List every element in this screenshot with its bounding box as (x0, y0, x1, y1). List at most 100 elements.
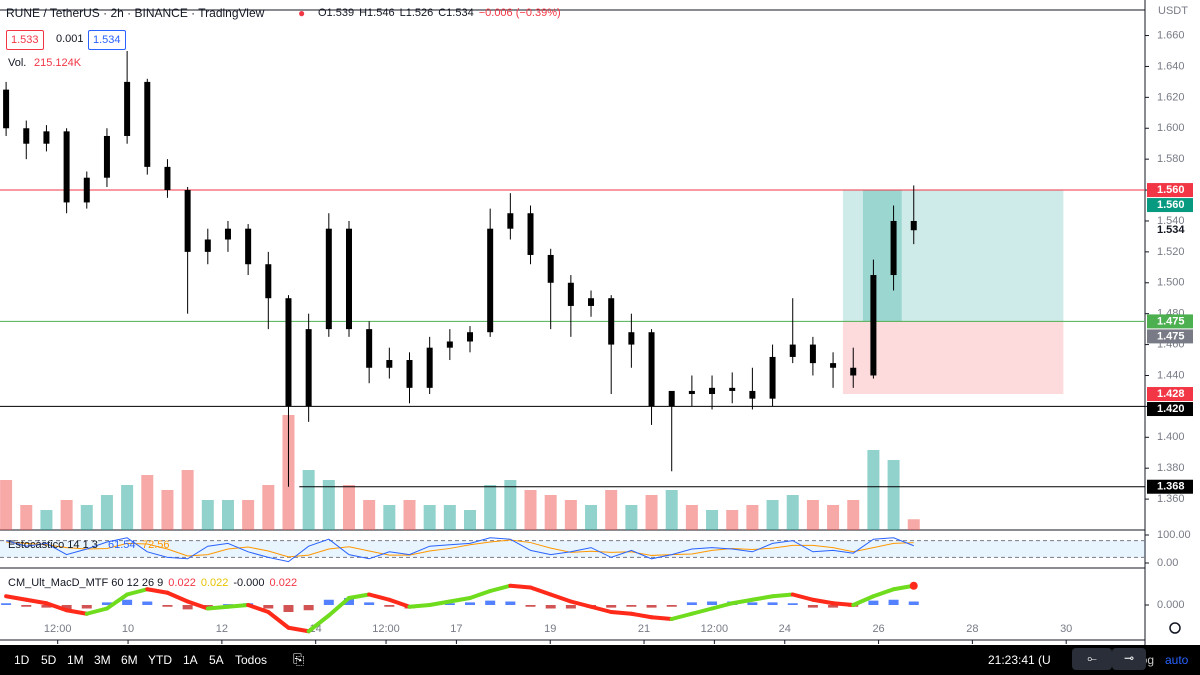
y-tick-label: 1.440 (1157, 369, 1185, 381)
volume-bar (827, 505, 840, 530)
range-button[interactable]: 6M (121, 653, 138, 667)
macd-line-segment (609, 610, 634, 616)
macd-hist-bar (868, 600, 879, 605)
macd-line-segment (750, 594, 775, 602)
last-price-label: 1.534 (1157, 224, 1185, 236)
macd-hist-bar (343, 598, 354, 605)
macd-line-segment (125, 587, 150, 597)
x-tick-label: 12:00 (44, 623, 72, 635)
candle-body (3, 89, 10, 129)
macd-line-segment (710, 601, 735, 611)
macd-line-segment (508, 583, 533, 590)
volume-bar (80, 505, 93, 530)
price-tag (1147, 329, 1193, 344)
x-tick-label: 12:00 (372, 623, 400, 635)
volume-bar (605, 490, 618, 530)
price-tag (1147, 198, 1193, 213)
macd-line-segment (427, 599, 452, 607)
candle-body (910, 220, 917, 231)
candle-body (487, 228, 494, 333)
macd-line-segment (831, 601, 856, 607)
tool-button[interactable]: ⟜ (1072, 648, 1112, 670)
volume-bar (443, 505, 456, 530)
macd-line-segment (306, 613, 331, 634)
macd-hist-bar (888, 599, 899, 605)
range-button[interactable]: 5D (41, 653, 57, 667)
macd-line-segment (488, 583, 513, 593)
candle-body (366, 329, 373, 368)
macd-line-segment (346, 592, 372, 600)
volume-bar (121, 485, 134, 530)
macd-line-segment (407, 603, 432, 609)
range-button[interactable]: 3M (94, 653, 111, 667)
macd-line-segment (24, 597, 49, 606)
alert-icon[interactable]: ● (298, 6, 306, 20)
candle-body (688, 390, 695, 395)
ask[interactable]: 1.534 (88, 30, 126, 50)
volume-bar (504, 480, 517, 530)
x-tick-label: 28 (966, 623, 978, 635)
volume-bar (484, 485, 497, 530)
macd-line-segment (165, 590, 190, 604)
macd-hist-bar (686, 602, 697, 605)
candle-body (749, 390, 756, 399)
macd-line-segment (851, 594, 876, 607)
macd-line-segment (548, 592, 573, 604)
candle-body (23, 128, 30, 144)
macd-hist-bar (1, 603, 12, 605)
macd-line-segment (266, 610, 291, 630)
price-tag (1147, 387, 1193, 402)
candle-body (809, 344, 816, 364)
date-range-icon[interactable]: ⎘ (293, 651, 305, 667)
range-button[interactable]: 1D (14, 653, 30, 667)
volume-bar (766, 500, 779, 530)
volume-bar (786, 495, 799, 530)
macd-hist-bar (485, 600, 496, 605)
macd-line-segment (387, 597, 412, 609)
volume-bar (625, 505, 638, 530)
range-button[interactable]: 1A (183, 653, 198, 667)
macd-line-segment (64, 608, 89, 616)
volume-bar (867, 450, 880, 530)
candle-body (103, 135, 110, 178)
candle-body (144, 81, 151, 167)
y-tick-label: 1.640 (1157, 60, 1185, 72)
macd-value: 0.022 (168, 577, 196, 589)
range-button[interactable]: 5A (209, 653, 224, 667)
macd-hist-bar (767, 602, 778, 605)
settings-icon[interactable] (1169, 622, 1181, 634)
macd-hist-bar (606, 605, 617, 608)
auto-button[interactable]: auto (1165, 653, 1189, 667)
volume-bar (464, 510, 477, 530)
range-button[interactable]: 1M (67, 653, 84, 667)
ohlc-readout: O1.539 H1.546 L1.526 C1.534 −0.006 (−0.39%) (318, 7, 561, 19)
bid[interactable]: 1.533 (6, 30, 44, 50)
range-button[interactable]: YTD (148, 653, 172, 667)
macd-value: 0.022 (269, 577, 298, 589)
candle-body (83, 177, 90, 203)
candle-body (43, 131, 50, 144)
y-tick-label: 1.620 (1157, 91, 1185, 103)
macd-hist-bar (364, 602, 375, 605)
x-tick-label: 12 (216, 623, 228, 635)
y-tick-label: 1.380 (1157, 462, 1185, 474)
volume-bar (847, 500, 860, 530)
tool-button[interactable]: ⊸ (1112, 648, 1146, 670)
price-tag-label: 1.475 (1157, 330, 1185, 342)
macd-line-segment (286, 625, 311, 634)
volume-bar (665, 490, 678, 530)
macd-hist-bar (707, 601, 718, 605)
volume-bar (181, 470, 194, 530)
candle-body (124, 81, 131, 136)
price-tag-label: 1.475 (1157, 315, 1185, 327)
candle-body (789, 344, 796, 357)
stoch-band (0, 540, 1145, 558)
volume-bar (302, 470, 315, 530)
ohlc-item: L1.526 (399, 7, 434, 19)
macd-line-segment (44, 601, 69, 613)
volume-bar (221, 500, 234, 530)
candle-body (527, 213, 534, 255)
range-button[interactable]: Todos (235, 653, 268, 667)
macd-tick-label: 0.000 (1157, 599, 1185, 611)
macd-line-segment (4, 594, 29, 602)
